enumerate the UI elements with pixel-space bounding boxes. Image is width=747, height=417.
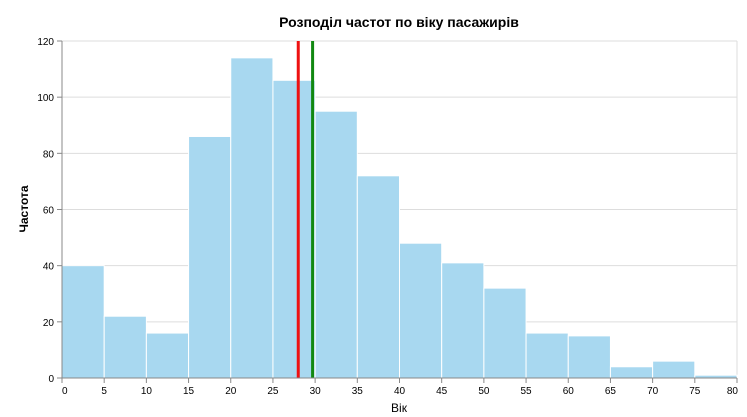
bar (272, 79, 316, 379)
x-tick-label: 5 (101, 386, 107, 397)
y-tick-label: 40 (43, 262, 55, 273)
x-tick-label: 65 (605, 386, 617, 397)
bar (525, 332, 569, 379)
bar (356, 175, 400, 379)
x-tick-label: 75 (689, 386, 701, 397)
y-tick-label: 0 (48, 374, 54, 385)
bar (103, 315, 147, 379)
bar (314, 110, 358, 379)
bar (61, 265, 105, 379)
y-tick-label: 100 (37, 93, 54, 104)
bar (609, 366, 654, 379)
y-tick-label: 20 (43, 318, 55, 329)
bar (441, 262, 485, 379)
bar (145, 332, 190, 379)
x-tick-label: 40 (394, 386, 406, 397)
x-tick-label: 35 (352, 386, 364, 397)
y-tick-label: 60 (43, 206, 55, 217)
bar (483, 287, 527, 379)
x-tick-label: 80 (727, 386, 739, 397)
x-axis-title: Вік (391, 401, 408, 415)
x-tick-label: 50 (478, 386, 490, 397)
x-tick-label: 30 (310, 386, 322, 397)
bar (567, 335, 611, 379)
histogram-bars (61, 57, 738, 379)
x-tick-label: 10 (141, 386, 153, 397)
x-tick-label: 60 (563, 386, 575, 397)
axes: 0 20 40 60 80 100 120 0 5 10 15 20 25 30 35 40 45 50 55 60 6… (37, 37, 738, 397)
bar (399, 242, 443, 379)
bar (188, 135, 232, 379)
x-tick-label: 70 (647, 386, 659, 397)
reference-lines (296, 41, 315, 378)
x-tick-label: 20 (225, 386, 237, 397)
bar (230, 57, 274, 379)
x-tick-label: 15 (183, 386, 195, 397)
y-axis-title: Частота (17, 185, 31, 232)
y-tick-label: 80 (43, 149, 55, 160)
chart-title: Розподіл частот по віку пасажирів (279, 14, 519, 30)
x-tick-label: 0 (62, 386, 68, 397)
y-tick-label: 120 (37, 37, 54, 48)
x-tick-label: 25 (267, 386, 279, 397)
bar (652, 360, 696, 379)
x-tick-label: 55 (521, 386, 533, 397)
x-tick-label: 45 (436, 386, 448, 397)
